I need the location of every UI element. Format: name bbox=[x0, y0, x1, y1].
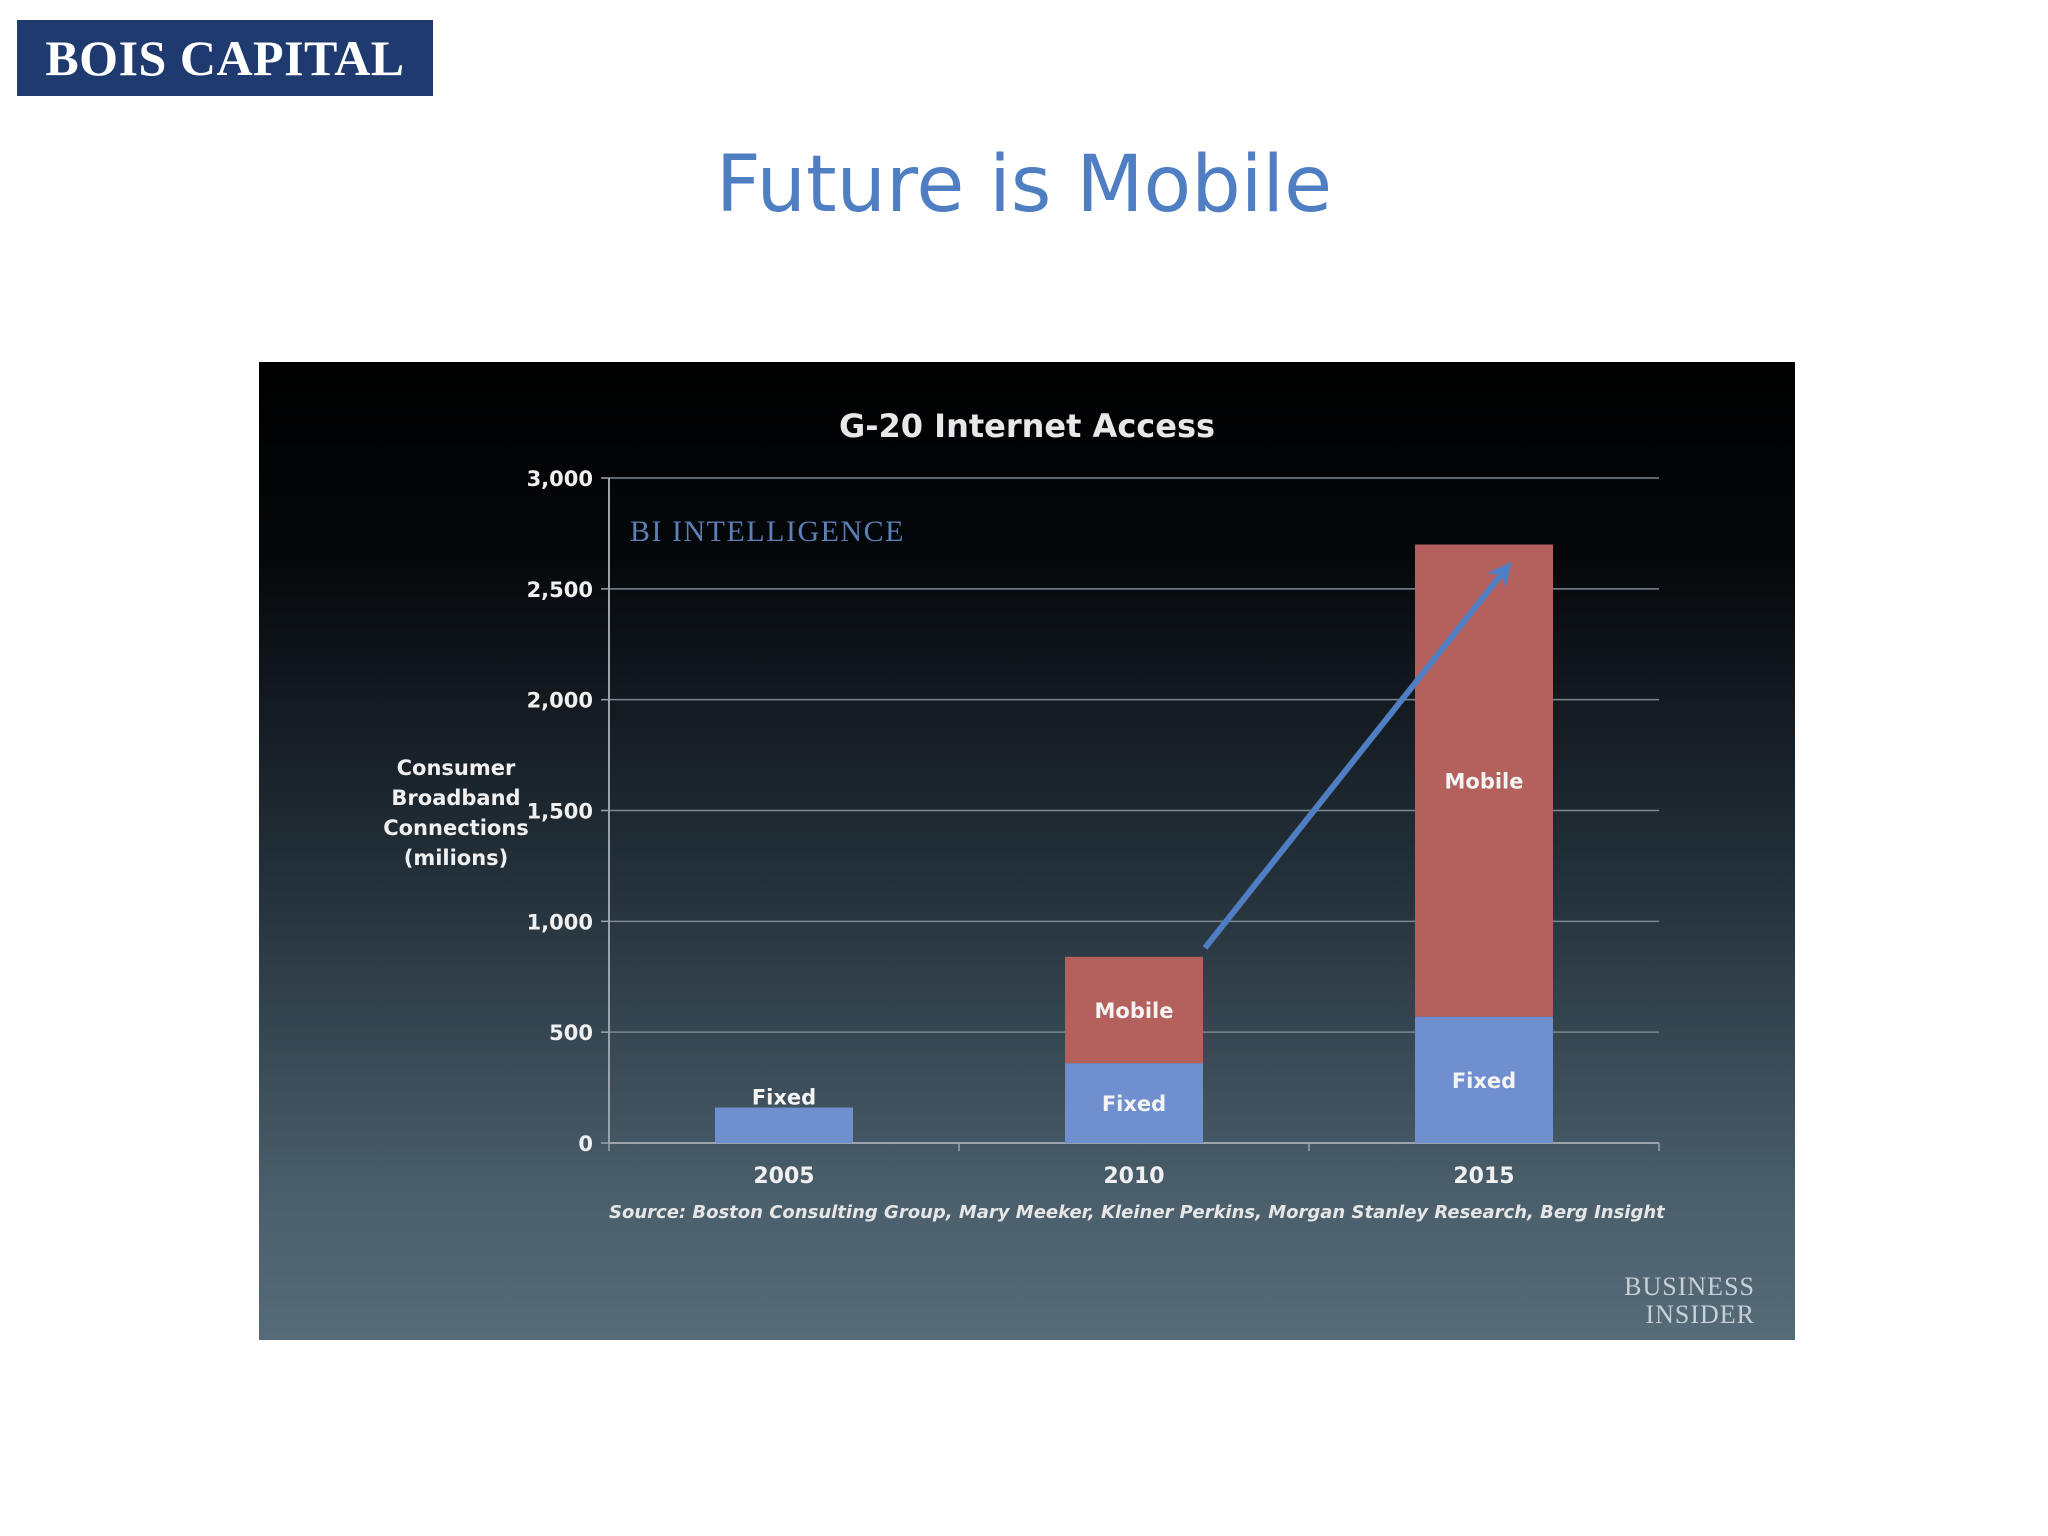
y-tick-label: 500 bbox=[549, 1021, 593, 1045]
segment-label: Fixed bbox=[752, 1086, 816, 1110]
bar-fixed-2010 bbox=[1065, 1063, 1203, 1143]
segment-label: Mobile bbox=[1445, 770, 1524, 794]
y-tick-label: 0 bbox=[578, 1132, 593, 1156]
chart-title: G-20 Internet Access bbox=[839, 407, 1215, 445]
bi-intelligence-watermark: BI INTELLIGENCE bbox=[630, 515, 905, 548]
x-tick-label: 2010 bbox=[1103, 1164, 1164, 1189]
bar-mobile-2015 bbox=[1415, 544, 1553, 1017]
segment-label: Mobile bbox=[1095, 999, 1174, 1023]
x-tick-label: 2005 bbox=[753, 1164, 814, 1189]
bar-fixed-2015 bbox=[1415, 1016, 1553, 1143]
slide-title: Future is Mobile bbox=[715, 140, 1333, 230]
g20-internet-access-chart: G-20 Internet Access 0 500 1,000 1,500 2,000 2… bbox=[383, 407, 1755, 1329]
business-insider-watermark: BUSINESS bbox=[1624, 1272, 1755, 1301]
y-tick-label: 2,000 bbox=[527, 689, 593, 713]
y-tick-label: 2,500 bbox=[527, 578, 593, 602]
y-tick-label: 1,000 bbox=[527, 910, 593, 934]
x-tick-label: 2015 bbox=[1453, 1164, 1514, 1189]
y-axis-label: Connections bbox=[383, 816, 529, 840]
source-note: Source: Boston Consulting Group, Mary Me… bbox=[609, 1202, 1666, 1223]
y-axis-label: Consumer bbox=[397, 756, 516, 780]
trend-arrow bbox=[1202, 561, 1512, 950]
bar-mobile-2010 bbox=[1065, 956, 1203, 1064]
bois-capital-logo: BOIS CAPITAL bbox=[17, 20, 433, 96]
y-axis-label: (milions) bbox=[404, 846, 509, 870]
y-tick-label: 1,500 bbox=[527, 800, 593, 824]
bar-fixed-2005 bbox=[715, 1107, 853, 1143]
chart-panel: G-20 Internet Access 0 500 1,000 1,500 2,000 2… bbox=[259, 362, 1795, 1340]
segment-label: Fixed bbox=[1102, 1092, 1166, 1116]
segment-label: Fixed bbox=[1452, 1069, 1516, 1093]
business-insider-watermark: INSIDER bbox=[1645, 1300, 1755, 1329]
y-axis-label: Broadband bbox=[391, 786, 520, 810]
y-tick-label: 3,000 bbox=[527, 467, 593, 491]
